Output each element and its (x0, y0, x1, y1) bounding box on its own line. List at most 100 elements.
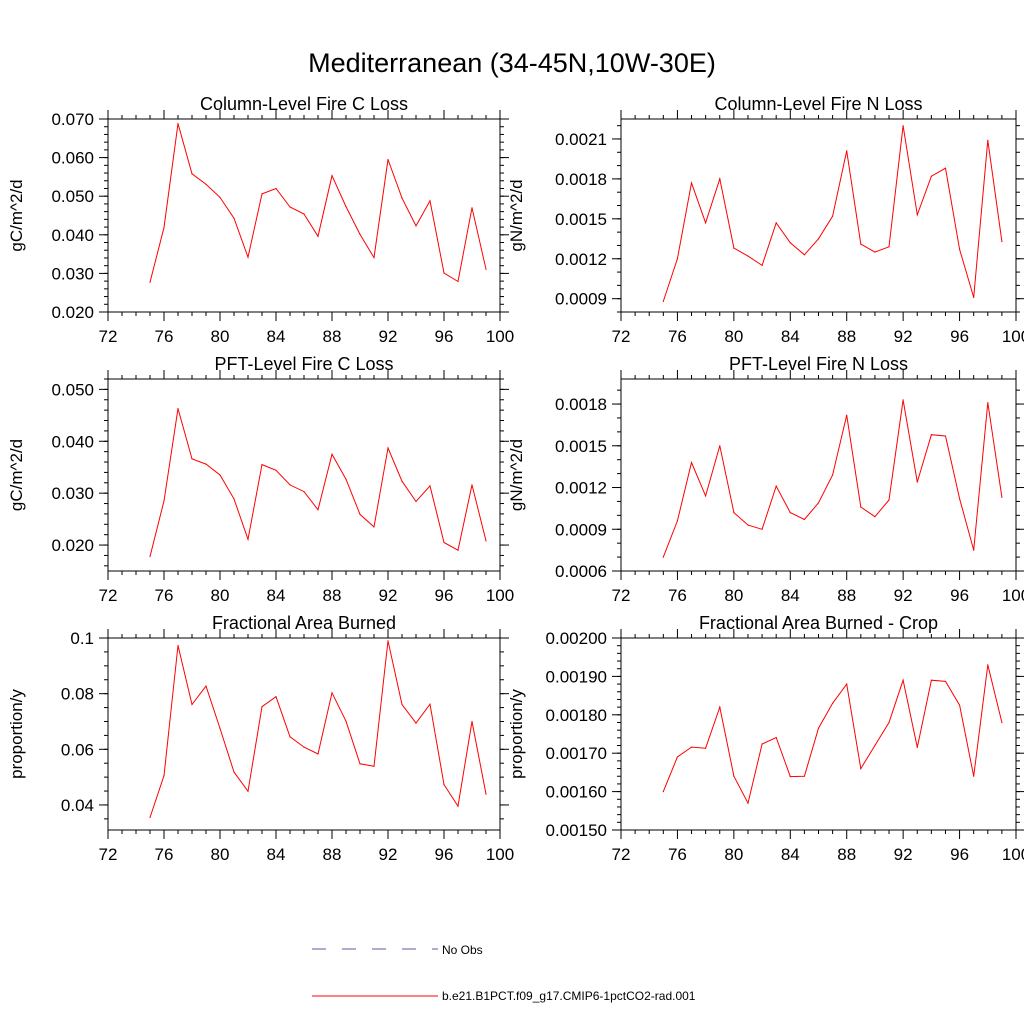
x-tick-label: 100 (486, 327, 514, 346)
data-point (233, 498, 235, 500)
data-point (177, 644, 179, 647)
y-tick-label: 0.00190 (546, 667, 607, 686)
x-tick-label: 88 (837, 845, 856, 864)
data-point (317, 235, 319, 237)
x-tick-label: 76 (668, 586, 687, 605)
data-point (761, 264, 763, 266)
data-point (359, 233, 361, 235)
data-point (874, 251, 876, 253)
panel-title: Column-Level Fire N Loss (714, 94, 922, 114)
data-point (443, 784, 445, 786)
x-tick-label: 80 (724, 845, 743, 864)
data-point (485, 793, 487, 795)
data-point (719, 706, 721, 708)
data-point (191, 703, 193, 706)
data-point (191, 458, 193, 460)
y-tick-label: 0.0018 (555, 395, 607, 414)
y-tick-label: 0.06 (61, 740, 94, 759)
data-point (973, 775, 975, 777)
data-point (415, 722, 417, 724)
data-point (733, 511, 735, 514)
data-point (916, 481, 918, 483)
x-tick-label: 76 (155, 586, 174, 605)
x-tick-label: 96 (435, 845, 454, 864)
data-point (345, 206, 347, 208)
data-point (443, 541, 445, 544)
data-point (747, 524, 749, 526)
x-tick-label: 84 (781, 586, 800, 605)
data-point (860, 768, 862, 770)
data-point (662, 791, 664, 793)
data-point (471, 207, 473, 209)
x-tick-label: 88 (837, 586, 856, 605)
x-tick-label: 96 (950, 845, 969, 864)
panel-3: 72 76 80 84 88 92 96 100 0.020 0.030 0.040 0.050 PFT… (7, 354, 514, 605)
data-point (177, 408, 179, 410)
data-point (275, 696, 277, 698)
data-point (930, 434, 933, 436)
x-tick-label: 92 (379, 586, 398, 605)
y-tick-label: 0.0015 (555, 437, 607, 456)
panel-title: Fractional Area Burned (212, 613, 396, 633)
data-point (1001, 721, 1003, 724)
x-tick-label: 100 (1002, 845, 1024, 864)
data-point (733, 775, 735, 777)
data-point (959, 248, 961, 250)
y-tick-label: 0.0006 (555, 562, 607, 581)
x-tick-label: 96 (435, 327, 454, 346)
y-tick-label: 0.0012 (555, 479, 607, 498)
data-point (761, 743, 763, 745)
panel-1: 72 76 80 84 88 92 96 100 0.020 0.030 0.040 0.050 0.0… (7, 94, 514, 346)
data-point (888, 499, 890, 501)
data-point (987, 402, 989, 404)
data-point (387, 447, 389, 449)
data-point (860, 506, 862, 508)
data-point (457, 549, 459, 551)
panel-5: 72 76 80 84 88 92 96 100 0.04 0.06 0.08 0.1 Fraction… (7, 613, 514, 864)
y-tick-label: 0.00180 (546, 706, 607, 725)
data-point (733, 247, 735, 249)
y-tick-label: 0.030 (51, 264, 94, 283)
panel-title: PFT-Level Fire C Loss (214, 354, 393, 374)
x-tick-label: 80 (724, 586, 743, 605)
data-point (373, 257, 375, 259)
data-point (817, 502, 820, 504)
y-axis-label: proportion/y (507, 689, 526, 779)
x-tick-label: 72 (99, 845, 118, 864)
data-point (247, 256, 249, 258)
plot-frame (107, 637, 501, 831)
data-point (485, 268, 487, 270)
data-point (874, 744, 876, 747)
legend-label-no-obs: No Obs (442, 943, 483, 957)
x-tick-label: 76 (668, 327, 687, 346)
data-point (331, 175, 333, 177)
data-point (747, 255, 749, 257)
data-point (846, 150, 848, 152)
data-point (387, 158, 389, 161)
data-point (874, 516, 876, 518)
data-point (387, 640, 389, 642)
data-point (817, 238, 820, 240)
data-point (973, 549, 975, 551)
series-line (662, 125, 1003, 302)
data-point (429, 485, 431, 487)
data-point (860, 243, 862, 245)
x-tick-label: 96 (950, 327, 969, 346)
legend-label-series: b.e21.B1PCT.f09_g17.CMIP6-1pctCO2-rad.00… (442, 989, 696, 1003)
data-point (803, 775, 806, 777)
series-line (149, 408, 487, 557)
y-tick-label: 0.00170 (546, 744, 607, 763)
y-tick-label: 0.00200 (546, 629, 607, 648)
data-point (832, 474, 834, 476)
x-tick-label: 96 (435, 586, 454, 605)
data-point (832, 215, 834, 217)
x-tick-label: 88 (323, 586, 342, 605)
data-point (415, 225, 417, 227)
data-point (1001, 240, 1003, 243)
data-point (289, 206, 291, 208)
data-point (662, 556, 664, 558)
data-point (761, 528, 763, 530)
data-point (177, 123, 179, 125)
data-point (485, 540, 487, 542)
